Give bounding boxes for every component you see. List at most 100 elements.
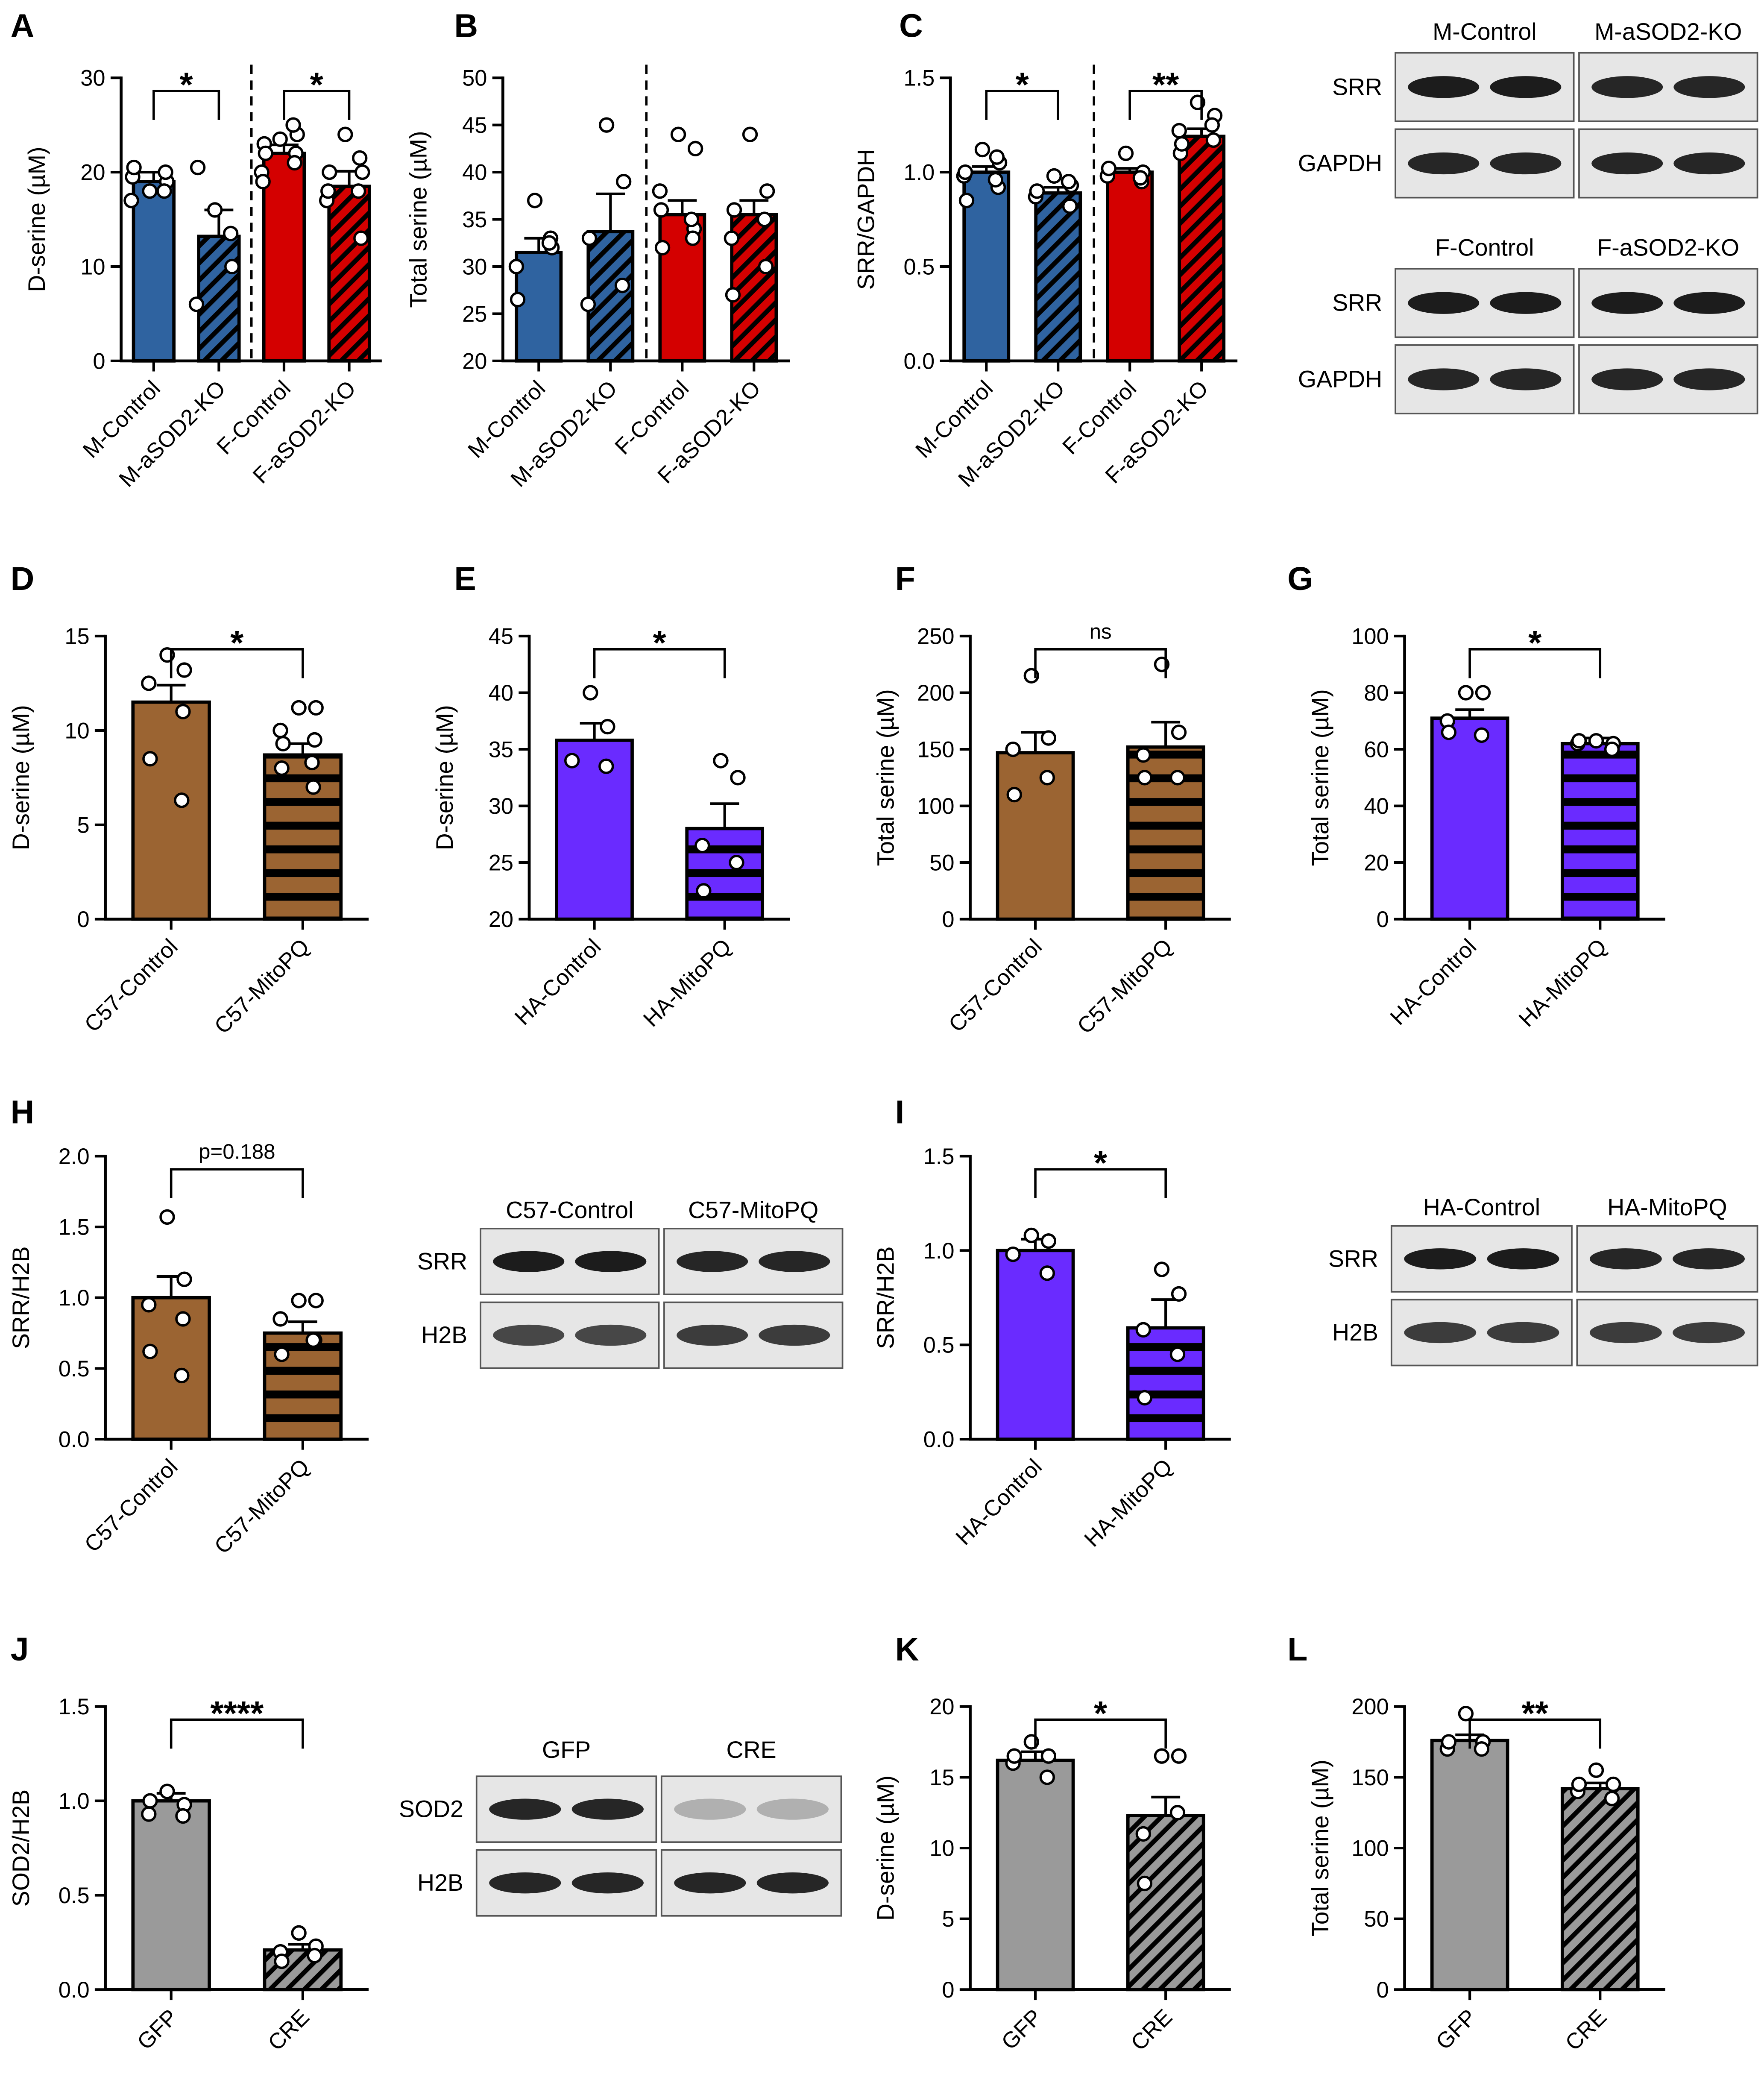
blot-row-label: GAPDH bbox=[1298, 366, 1382, 392]
y-tick-label: 1.0 bbox=[59, 1286, 90, 1311]
data-point bbox=[1571, 733, 1587, 749]
significance-bracket bbox=[593, 648, 726, 678]
data-point bbox=[308, 700, 324, 716]
data-point bbox=[337, 126, 353, 142]
y-tick-label: 0 bbox=[1376, 1978, 1389, 2003]
panel-letter: A bbox=[11, 8, 35, 44]
blot-group-label: M-Control bbox=[1433, 18, 1537, 45]
y-axis-label: Total serine (µM) bbox=[405, 131, 432, 308]
data-point bbox=[305, 779, 321, 795]
blot-group-label: F-aSOD2-KO bbox=[1597, 234, 1739, 261]
bar bbox=[327, 185, 371, 363]
y-tick-label: 25 bbox=[462, 302, 487, 327]
blot-band bbox=[489, 1872, 561, 1894]
data-point bbox=[1605, 1776, 1621, 1792]
blot-band bbox=[759, 1251, 830, 1272]
significance-label: * bbox=[180, 65, 193, 103]
data-point bbox=[652, 183, 668, 199]
data-point bbox=[1137, 770, 1153, 786]
y-axis-label: Total serine (µM) bbox=[1307, 689, 1333, 866]
data-point bbox=[957, 164, 973, 180]
y-tick-label: 0 bbox=[93, 349, 105, 374]
blot-band bbox=[674, 1872, 746, 1894]
data-point bbox=[352, 150, 368, 166]
data-point bbox=[258, 145, 273, 161]
significance-bracket bbox=[1034, 1168, 1167, 1199]
data-point bbox=[141, 1297, 157, 1313]
bar bbox=[132, 180, 176, 363]
data-point bbox=[142, 1344, 158, 1359]
data-point bbox=[1135, 1322, 1151, 1338]
y-tick-label: 0 bbox=[942, 1978, 954, 2003]
error-bar bbox=[156, 684, 186, 702]
y-tick-label: 1.5 bbox=[903, 66, 935, 91]
blot-band bbox=[1490, 152, 1562, 175]
y-tick-label: 15 bbox=[64, 624, 89, 649]
significance-label: * bbox=[310, 65, 324, 103]
blot-group-label: M-aSOD2-KO bbox=[1594, 18, 1742, 45]
blot-band bbox=[1490, 368, 1562, 390]
blot-band bbox=[1589, 1248, 1662, 1270]
bar bbox=[1560, 1787, 1640, 1992]
data-point bbox=[353, 230, 369, 246]
x-tick-label: CRE bbox=[1561, 2005, 1612, 2056]
significance-label: **** bbox=[210, 1694, 264, 1732]
data-point bbox=[307, 1948, 322, 1964]
panel-letter: K bbox=[895, 1631, 919, 1668]
blot-row-label: GAPDH bbox=[1298, 150, 1382, 176]
blot-band bbox=[1591, 292, 1663, 314]
error-bar bbox=[1151, 721, 1181, 747]
data-point bbox=[307, 732, 322, 748]
blot-band bbox=[677, 1324, 748, 1346]
blot-band bbox=[1490, 292, 1562, 314]
data-point bbox=[1171, 1748, 1187, 1764]
y-tick-label: 20 bbox=[80, 161, 105, 185]
data-point bbox=[1458, 685, 1474, 701]
data-point bbox=[729, 854, 744, 871]
significance-label: * bbox=[653, 623, 667, 662]
y-tick-label: 0.5 bbox=[923, 1333, 955, 1358]
data-point bbox=[274, 760, 290, 776]
y-tick-label: 40 bbox=[489, 681, 513, 706]
data-point bbox=[1040, 1233, 1057, 1249]
data-point bbox=[1006, 786, 1022, 803]
data-point bbox=[1169, 1805, 1186, 1821]
data-point bbox=[175, 704, 191, 719]
panel-letter: J bbox=[11, 1631, 29, 1668]
y-tick-label: 5 bbox=[77, 813, 89, 838]
y-tick-label: 80 bbox=[1364, 681, 1389, 706]
data-point bbox=[724, 230, 740, 246]
data-point bbox=[285, 117, 301, 133]
data-point bbox=[1205, 132, 1222, 148]
data-point bbox=[141, 675, 157, 691]
data-point bbox=[322, 164, 337, 180]
data-point bbox=[958, 193, 975, 208]
blot-box bbox=[660, 1775, 842, 1843]
y-tick-label: 10 bbox=[929, 1836, 954, 1861]
data-point bbox=[1062, 198, 1078, 214]
data-point bbox=[272, 131, 288, 147]
data-point bbox=[1118, 145, 1134, 161]
panel-letter: F bbox=[895, 560, 915, 597]
blot-band bbox=[1408, 152, 1480, 175]
blot-row-label: SRR bbox=[1332, 290, 1382, 316]
blot-group-label: C57-Control bbox=[506, 1197, 633, 1223]
y-tick-label: 1.5 bbox=[59, 1215, 90, 1240]
data-point bbox=[1169, 770, 1186, 786]
x-tick-label: C57-MitoPQ bbox=[210, 934, 314, 1039]
data-point bbox=[142, 183, 158, 199]
significance-bracket bbox=[170, 648, 304, 678]
data-point bbox=[350, 183, 366, 199]
significance-bracket bbox=[283, 90, 351, 120]
bar bbox=[996, 1758, 1075, 1992]
data-point bbox=[1005, 741, 1021, 757]
blot-band bbox=[571, 1798, 644, 1820]
blot-band bbox=[1408, 76, 1480, 98]
data-point bbox=[141, 1806, 157, 1822]
significance-label: ns bbox=[1090, 620, 1112, 643]
data-point bbox=[255, 173, 271, 190]
panel-letter: C bbox=[899, 8, 923, 44]
y-tick-label: 1.0 bbox=[59, 1789, 90, 1814]
error-bar bbox=[1455, 708, 1485, 719]
